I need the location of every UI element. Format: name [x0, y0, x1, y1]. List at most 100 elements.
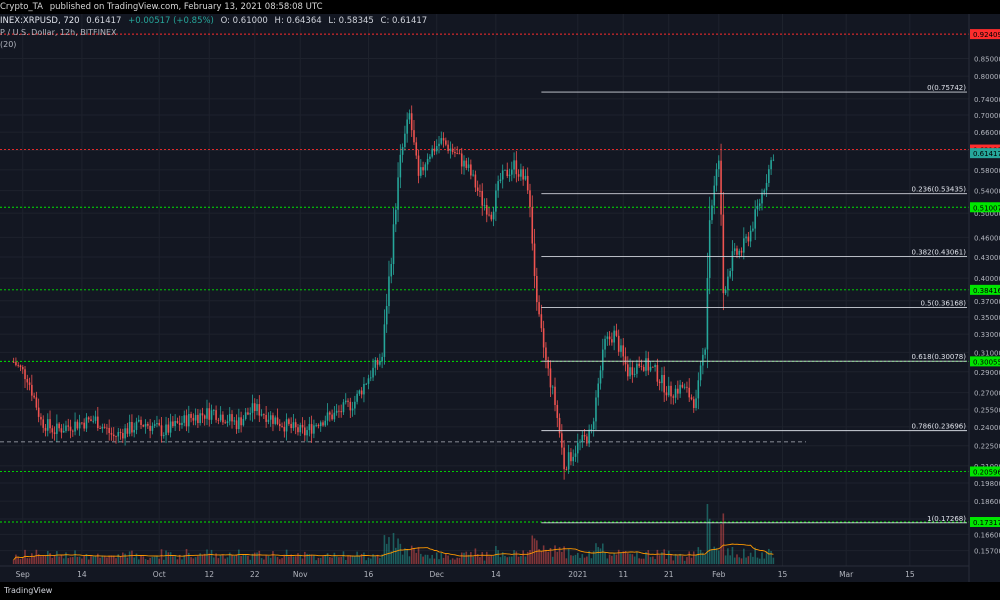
candle-body	[674, 388, 677, 398]
candle-body	[410, 113, 413, 131]
volume-bar	[151, 556, 154, 564]
candle-body	[126, 428, 129, 434]
volume-bar	[529, 550, 531, 564]
candle-body	[440, 138, 443, 144]
volume-bar	[263, 559, 265, 564]
volume-bar	[388, 537, 390, 564]
candle-body	[71, 430, 74, 432]
volume-bar	[533, 538, 536, 564]
candle-body	[290, 423, 292, 429]
volume-bar	[190, 557, 192, 564]
volume-bar	[358, 555, 361, 564]
candle-body	[765, 182, 768, 191]
candle-body	[590, 429, 593, 430]
candle-body	[686, 386, 688, 388]
volume-bar	[536, 540, 538, 564]
volume-bar	[288, 556, 290, 564]
candle-body	[383, 324, 386, 357]
grid	[0, 14, 969, 566]
volume-bar	[729, 555, 731, 564]
fib-level-label: 1(0.17268)	[927, 515, 966, 523]
candle-body	[385, 306, 388, 325]
volume-bar	[49, 553, 51, 564]
volume-bar	[429, 558, 431, 564]
volume-bar	[376, 554, 379, 564]
volume-bar	[238, 549, 240, 564]
volume-bar	[87, 559, 90, 564]
fib-retracement[interactable]: 0(0.75742) 0.236(0.53435) 0.382(0.43061) 0.…	[541, 84, 967, 524]
volume-bar	[178, 554, 181, 564]
symbol-name[interactable]: INEX:XRPUSD, 720	[0, 16, 80, 26]
candle-body	[135, 421, 138, 430]
candle-body	[642, 367, 645, 371]
volume-bar	[133, 557, 136, 564]
candle-body	[283, 426, 286, 432]
candle-body	[724, 289, 727, 294]
volume-bar	[290, 554, 292, 564]
tradingview-brand[interactable]: TradingView	[4, 586, 53, 595]
volume-bar	[692, 551, 695, 564]
candle-body	[620, 345, 622, 352]
candle-body	[740, 250, 743, 253]
volume-bar	[590, 558, 593, 564]
volume-bar	[349, 555, 352, 564]
candle-body	[347, 400, 349, 402]
candle-body	[153, 424, 156, 426]
candle-body	[288, 419, 290, 424]
volume-legend[interactable]: (20)	[0, 40, 17, 49]
candle-body	[460, 153, 463, 167]
candle-body	[49, 419, 51, 429]
volume-bar	[467, 554, 470, 564]
volume-bar	[722, 513, 725, 564]
candle-body	[108, 427, 110, 434]
candle-body	[28, 382, 31, 385]
candle-body	[738, 250, 741, 255]
series-info[interactable]: P / U.S. Dollar, 12h, BITFINEX	[0, 28, 117, 37]
candle-body	[103, 426, 106, 428]
x-tick-label: Mar	[839, 570, 854, 579]
candle-body	[704, 349, 706, 355]
candle-body	[192, 417, 195, 421]
volume-bar	[497, 550, 499, 564]
volume-bar	[329, 557, 331, 564]
candle-body	[745, 236, 747, 239]
price-axis[interactable]: 0.157000.166000.175000.186000.198000.210…	[974, 55, 1000, 555]
time-axis[interactable]: Sep 14 Oct 12 22 Nov 16 Dec 14 2021 11 21 Feb 15 Mar 15	[16, 570, 915, 579]
volume-bar	[654, 559, 656, 564]
x-tick-label: Feb	[712, 570, 726, 579]
volume-bar	[711, 548, 713, 564]
price-tag-label: 0.20596	[973, 468, 1000, 476]
candle-body	[235, 420, 238, 430]
candle-body	[326, 412, 329, 421]
candle-body	[151, 425, 154, 431]
volume-bar	[301, 558, 304, 564]
volume-bar	[390, 551, 393, 564]
candle-body	[233, 420, 236, 422]
price-tag-bg	[970, 466, 1000, 477]
fib-level-label: 0.786(0.23696)	[912, 423, 967, 431]
candle-body	[206, 408, 208, 419]
volume-bar	[124, 553, 126, 564]
volume-bar	[153, 556, 156, 564]
volume-bar	[706, 504, 709, 564]
candle-body	[588, 429, 590, 444]
candle-body	[520, 169, 522, 177]
volume-bar	[251, 553, 254, 564]
candle-body	[497, 181, 499, 191]
candle-body	[633, 373, 636, 375]
volume-bar	[242, 554, 245, 564]
volume-bar	[162, 559, 165, 564]
volume-bar	[615, 554, 618, 564]
candle-body	[185, 415, 188, 427]
symbol-bar: INEX:XRPUSD, 720 0.61417 +0.00517 (+0.85…	[0, 15, 1000, 27]
publish-info: published on TradingView.com, February 1…	[49, 2, 323, 12]
volume-bar	[565, 558, 568, 564]
author-name[interactable]: Crypto_TA	[0, 2, 43, 12]
candle-body	[474, 174, 477, 188]
volume-bar	[738, 557, 741, 564]
